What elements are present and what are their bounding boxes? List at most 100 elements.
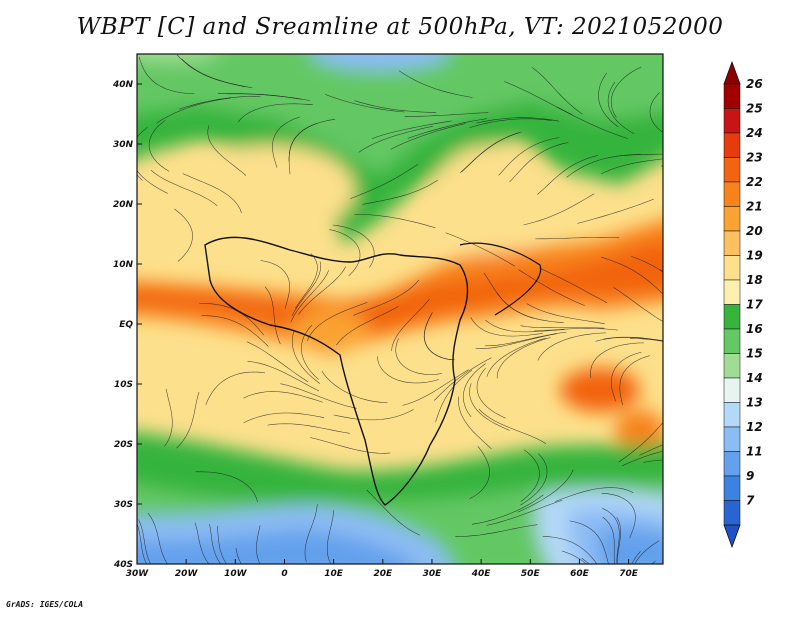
streamline	[205, 371, 266, 405]
streamline	[138, 519, 151, 564]
streamline	[498, 137, 560, 176]
streamline	[137, 126, 148, 181]
streamline	[267, 423, 350, 434]
streamline	[598, 72, 619, 128]
latitude-axis: 40N 30N 20N 10N EQ 10S 20S 30S 40S	[112, 80, 142, 570]
streamline	[602, 516, 615, 564]
streamline	[639, 444, 663, 456]
colorbar-swatch	[723, 157, 741, 183]
streamline	[237, 103, 313, 123]
streamline	[354, 100, 437, 113]
streamline	[402, 369, 469, 406]
streamline	[398, 70, 473, 98]
streamline	[377, 356, 439, 384]
colorbar-label: 9	[746, 469, 754, 483]
streamline	[613, 287, 663, 322]
streamline	[622, 450, 663, 467]
lat-tick-label: 40N	[112, 80, 134, 90]
streamline	[350, 163, 419, 199]
streamline	[434, 357, 492, 401]
streamline	[179, 96, 261, 110]
footer-credit: GrADS: IGES/COLA	[6, 600, 84, 609]
lat-tick-label: 10N	[113, 260, 134, 270]
colorbar-label: 23	[746, 151, 763, 165]
streamline	[404, 112, 489, 117]
streamline	[306, 302, 368, 341]
streamline	[602, 507, 620, 563]
streamline	[619, 153, 663, 157]
map-title: WBPT [C] and Sreamline at 500hPa, VT: 20…	[76, 14, 724, 40]
streamline	[243, 412, 325, 423]
streamline	[226, 93, 310, 101]
streamline	[390, 123, 466, 150]
streamline	[659, 269, 663, 272]
streamline	[290, 270, 329, 323]
colorbar-swatch	[723, 451, 741, 477]
streamline	[619, 355, 651, 406]
streamline	[469, 383, 510, 431]
lon-tick-label: 50E	[521, 569, 541, 579]
streamline	[531, 67, 583, 115]
colorbar-label: 12	[746, 420, 763, 434]
streamline	[435, 369, 473, 423]
streamline	[526, 303, 605, 324]
streamline	[518, 269, 585, 306]
streamline	[209, 524, 222, 564]
streamline	[260, 260, 290, 309]
streamline	[535, 237, 620, 240]
colorbar-swatch	[723, 132, 741, 158]
colorbar-swatch	[723, 181, 741, 207]
streamline	[332, 224, 375, 268]
colorbar-label: 26	[746, 77, 763, 91]
colorbar-extend-top	[723, 60, 741, 85]
streamline	[164, 388, 173, 447]
colorbar-label: 13	[746, 396, 763, 410]
colorbar: 26 25 24 23 22 21 20 19 18 17 16 15 14 13 12 11 9 7	[723, 60, 763, 549]
colorbar-swatch	[723, 255, 741, 281]
streamline	[329, 229, 361, 277]
streamline	[462, 363, 486, 417]
lat-tick-label: 30N	[113, 140, 134, 150]
colorbar-swatch	[723, 426, 741, 452]
streamline	[509, 142, 569, 183]
colorbar-label: 15	[746, 347, 763, 361]
lon-tick-label: 30E	[423, 569, 443, 579]
lon-tick-label: 20E	[373, 569, 393, 579]
streamline	[611, 351, 642, 402]
streamline	[634, 540, 660, 564]
streamline	[590, 342, 645, 378]
lat-tick-label: EQ	[119, 320, 133, 330]
streamline	[201, 315, 269, 347]
lat-tick-label: 10S	[114, 380, 133, 390]
lon-tick-label: 60E	[570, 569, 590, 579]
streamline	[333, 409, 414, 421]
lon-tick-label: 0	[281, 569, 287, 579]
streamline	[243, 391, 323, 403]
streamline	[256, 525, 261, 564]
streamline	[137, 169, 168, 194]
streamline	[554, 487, 634, 502]
colorbar-label: 16	[746, 322, 763, 336]
colorbar-swatch	[723, 328, 741, 354]
colorbar-swatch	[723, 377, 741, 403]
streamline	[295, 253, 318, 309]
streamline	[616, 517, 621, 564]
streamline	[539, 267, 608, 304]
streamline	[325, 94, 405, 113]
lat-tick-label: 20S	[114, 440, 133, 450]
streamline	[176, 392, 200, 449]
streamline	[610, 66, 642, 118]
streamline	[354, 214, 436, 229]
streamline	[272, 116, 300, 168]
colorbar-swatch	[723, 500, 741, 526]
streamline	[174, 208, 193, 262]
streamline	[523, 193, 595, 226]
streamline	[534, 328, 618, 332]
streamline	[485, 331, 567, 347]
streamline	[461, 131, 522, 173]
lat-tick-label: 20N	[113, 200, 134, 210]
streamline	[199, 303, 264, 336]
colorbar-label: 7	[746, 494, 755, 508]
streamline	[194, 522, 210, 564]
streamline	[556, 106, 628, 139]
